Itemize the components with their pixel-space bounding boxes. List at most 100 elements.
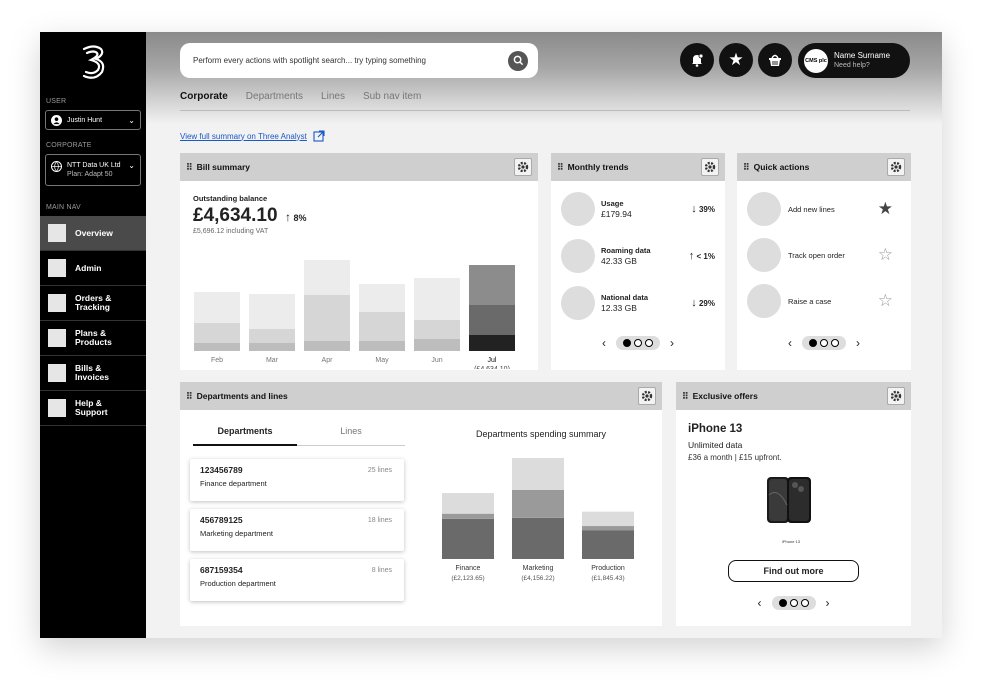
exclusive-offers-title: Exclusive offers <box>692 391 758 401</box>
drag-handle-icon[interactable]: ⠿ <box>186 390 193 401</box>
pager-dots[interactable] <box>802 336 846 350</box>
bill-bar-may-seg-2[interactable] <box>359 284 405 312</box>
chevron-right-icon[interactable]: › <box>670 336 674 350</box>
bill-bar-may-seg-0[interactable] <box>359 341 405 351</box>
nav-item-overview[interactable]: Overview <box>40 216 146 251</box>
offer-subtitle: Unlimited data <box>688 440 743 450</box>
admin-icon <box>48 259 66 277</box>
main-nav: Overview Admin Orders & Tracking Plans &… <box>40 216 146 426</box>
quick-action-raise-case[interactable]: Raise a case ☆ <box>747 284 893 318</box>
bill-bar-jul-seg-0[interactable] <box>469 335 515 351</box>
bill-bar-jul-seg-2[interactable] <box>469 265 515 305</box>
nav-item-help[interactable]: Help & Support <box>40 391 146 426</box>
dept-bar-finance-seg-0[interactable] <box>442 518 494 559</box>
bill-bar-mar-seg-0[interactable] <box>249 343 295 351</box>
bill-bar-jul-seg-1[interactable] <box>469 305 515 335</box>
bill-bar-feb-seg-2[interactable] <box>194 292 240 323</box>
chevron-left-icon[interactable]: ‹ <box>788 336 792 350</box>
department-item-finance[interactable]: 123456789 25 lines Finance department <box>190 459 404 501</box>
tab-sub-nav-item[interactable]: Sub nav item <box>362 91 422 102</box>
roaming-icon <box>561 239 595 273</box>
bill-bar-may-seg-1[interactable] <box>359 312 405 341</box>
chevron-left-icon[interactable]: ‹ <box>757 596 762 610</box>
tab-corporate[interactable]: Corporate <box>180 91 228 102</box>
monthly-trends-header[interactable]: ⠿ Monthly trends <box>551 153 725 181</box>
favourites-button[interactable]: ★ <box>719 43 753 77</box>
gear-icon[interactable] <box>701 158 719 176</box>
profile-button[interactable]: CMS plc Name Surname Need help? <box>798 43 910 78</box>
search-input[interactable]: Perform every actions with spotlight sea… <box>193 56 426 65</box>
trend-row-national[interactable]: National data 12.33 GB ↓ 29% <box>561 285 715 321</box>
bill-bar-jun-seg-1[interactable] <box>414 320 460 339</box>
quick-action-track-order[interactable]: Track open order ☆ <box>747 238 893 272</box>
dept-bar-finance-seg-1[interactable] <box>442 513 494 519</box>
drag-handle-icon[interactable]: ⠿ <box>557 161 564 172</box>
arrow-up-icon: ↑ <box>688 250 695 262</box>
bill-tick-label: Apr <box>322 357 334 364</box>
nav-item-orders[interactable]: Orders & Tracking <box>40 286 146 321</box>
basket-button[interactable] <box>758 43 792 77</box>
gear-icon[interactable] <box>887 158 905 176</box>
search-bar[interactable]: Perform every actions with spotlight sea… <box>180 43 538 78</box>
star-filled-icon[interactable]: ★ <box>877 199 893 218</box>
bill-bar-apr-seg-0[interactable] <box>304 341 350 351</box>
dept-bar-finance-seg-2[interactable] <box>442 493 494 514</box>
quick-actions-header[interactable]: ⠿ Quick actions <box>737 153 911 181</box>
arrow-up-icon: ↑ <box>285 210 291 224</box>
bill-bar-mar-seg-2[interactable] <box>249 294 295 329</box>
department-item-marketing[interactable]: 456789125 18 lines Marketing department <box>190 509 404 551</box>
bill-bar-apr-seg-2[interactable] <box>304 260 350 295</box>
exclusive-offers-header[interactable]: ⠿ Exclusive offers <box>676 382 911 410</box>
notifications-button[interactable] <box>680 43 714 77</box>
user-select[interactable]: Justin Hunt ⌄ <box>45 110 141 130</box>
nav-item-admin[interactable]: Admin <box>40 251 146 286</box>
drag-handle-icon[interactable]: ⠿ <box>682 390 689 401</box>
trend-row-usage[interactable]: Usage £179.94 ↓ 39% <box>561 191 715 227</box>
nav-item-bills[interactable]: Bills & Invoices <box>40 356 146 391</box>
usage-icon <box>561 192 595 226</box>
dept-bar-marketing-seg-1[interactable] <box>512 489 564 518</box>
star-icon: ★ <box>728 50 744 69</box>
dept-bar-production-seg-2[interactable] <box>582 511 634 527</box>
tab-lines-list[interactable]: Lines <box>340 426 362 436</box>
tab-departments[interactable]: Departments <box>245 91 304 102</box>
bill-bar-jun-seg-0[interactable] <box>414 339 460 351</box>
star-outline-icon[interactable]: ☆ <box>877 291 893 310</box>
pager-dots[interactable] <box>616 336 660 350</box>
star-outline-icon[interactable]: ☆ <box>877 245 893 264</box>
chevron-left-icon[interactable]: ‹ <box>602 336 606 350</box>
find-out-more-button[interactable]: Find out more <box>728 560 859 582</box>
gear-icon[interactable] <box>638 387 656 405</box>
quick-action-add-lines[interactable]: Add new lines ★ <box>747 192 893 226</box>
trend-row-roaming[interactable]: Roaming data 42.33 GB ↑ < 1% <box>561 238 715 274</box>
bill-bar-mar-seg-1[interactable] <box>249 329 295 343</box>
corporate-select[interactable]: NTT Data UK Ltd Plan: Adapt 50 ⌄ <box>45 154 141 186</box>
bill-summary-header[interactable]: ⠿ Bill summary <box>180 153 538 181</box>
chevron-right-icon[interactable]: › <box>856 336 860 350</box>
search-icon[interactable] <box>508 50 528 71</box>
basket-icon <box>769 54 781 66</box>
analyst-summary-link[interactable]: View full summary on Three Analyst <box>180 130 325 142</box>
dept-bar-marketing-seg-0[interactable] <box>512 517 564 559</box>
dept-bar-production-seg-1[interactable] <box>582 526 634 531</box>
department-item-production[interactable]: 687159354 8 lines Production department <box>190 559 404 601</box>
chevron-right-icon[interactable]: › <box>825 596 830 610</box>
nav-item-plans[interactable]: Plans & Products <box>40 321 146 356</box>
drag-handle-icon[interactable]: ⠿ <box>186 161 193 172</box>
dept-bar-production-seg-0[interactable] <box>582 530 634 559</box>
gear-icon[interactable] <box>514 158 532 176</box>
drag-handle-icon[interactable]: ⠿ <box>743 161 750 172</box>
gear-icon[interactable] <box>887 387 905 405</box>
dept-chart-title: Departments spending summary <box>475 429 607 439</box>
tab-departments-list[interactable]: Departments <box>193 426 297 446</box>
bill-bar-feb-seg-0[interactable] <box>194 343 240 351</box>
chevron-down-icon: ⌄ <box>128 161 135 170</box>
bill-bar-feb-seg-1[interactable] <box>194 323 240 343</box>
three-logo-icon[interactable] <box>78 44 108 84</box>
tab-lines[interactable]: Lines <box>321 91 345 102</box>
pager-dots[interactable] <box>771 596 816 610</box>
bill-bar-apr-seg-1[interactable] <box>304 295 350 341</box>
dept-bar-marketing-seg-2[interactable] <box>512 458 564 490</box>
bill-bar-jun-seg-2[interactable] <box>414 278 460 320</box>
departments-header[interactable]: ⠿ Departments and lines <box>180 382 662 410</box>
